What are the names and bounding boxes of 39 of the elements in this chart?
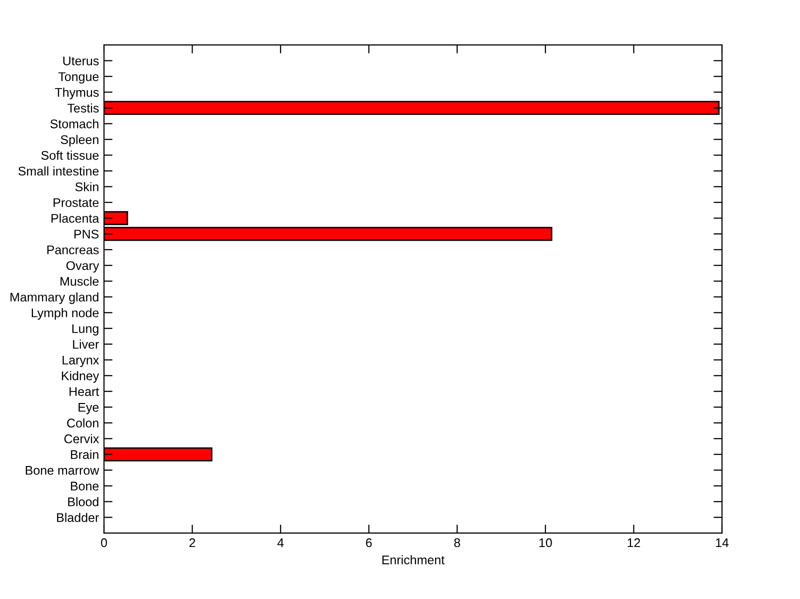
y-tick-label: PNS (74, 230, 99, 239)
x-tick-label: 14 (716, 538, 729, 548)
y-tick-label: Ovary (66, 261, 100, 273)
x-tick-label: 10 (539, 538, 552, 548)
y-tick-label: Liver (73, 340, 99, 349)
y-tick-label: Colon (67, 418, 98, 428)
y-tick-label: Uterus (63, 56, 99, 66)
x-tick-label: 12 (628, 538, 640, 548)
y-tick-label: Testis (67, 103, 99, 113)
y-tick-label: Muscle (60, 276, 99, 286)
y-tick-label: Spleen (60, 134, 98, 147)
y-tick-label: Thymus (54, 88, 99, 100)
y-tick-label: Bone (70, 482, 99, 491)
y-tick-label: Small intestine (18, 166, 99, 176)
y-tick-label: Kidney (62, 371, 100, 383)
y-tick-label: Larynx (62, 356, 100, 368)
y-tick-label: Cervix (64, 434, 100, 444)
y-tick-label: Soft tissue (41, 150, 99, 160)
y-tick-label: Prostate (54, 198, 99, 208)
y-tick-label: Bladder (57, 512, 99, 522)
x-tick-label: 4 (277, 538, 284, 548)
y-tick-label: Mammary gland (10, 292, 98, 304)
x-tick-label: 6 (366, 538, 372, 548)
y-tick-label: Heart (70, 387, 100, 396)
y-tick-label: Pancreas (47, 246, 99, 254)
x-tick-label: 2 (189, 538, 196, 548)
y-tick-label: Brain (70, 450, 98, 460)
y-tick-label: Bone marrow (26, 466, 100, 475)
y-tick-label: Eye (78, 403, 99, 414)
y-tick-label: Lymph node (32, 308, 99, 320)
y-tick-label: Stomach (50, 119, 98, 128)
x-axis-title: Enrichment (382, 555, 445, 564)
x-tick-label: 0 (101, 538, 107, 548)
y-tick-label: Lung (72, 324, 98, 336)
x-tick-label: 8 (454, 538, 460, 548)
y-tick-label: Skin (75, 182, 98, 192)
y-tick-label: Blood (68, 497, 98, 506)
y-tick-label: Placenta (52, 214, 100, 223)
y-tick-label: Tongue (58, 72, 99, 84)
